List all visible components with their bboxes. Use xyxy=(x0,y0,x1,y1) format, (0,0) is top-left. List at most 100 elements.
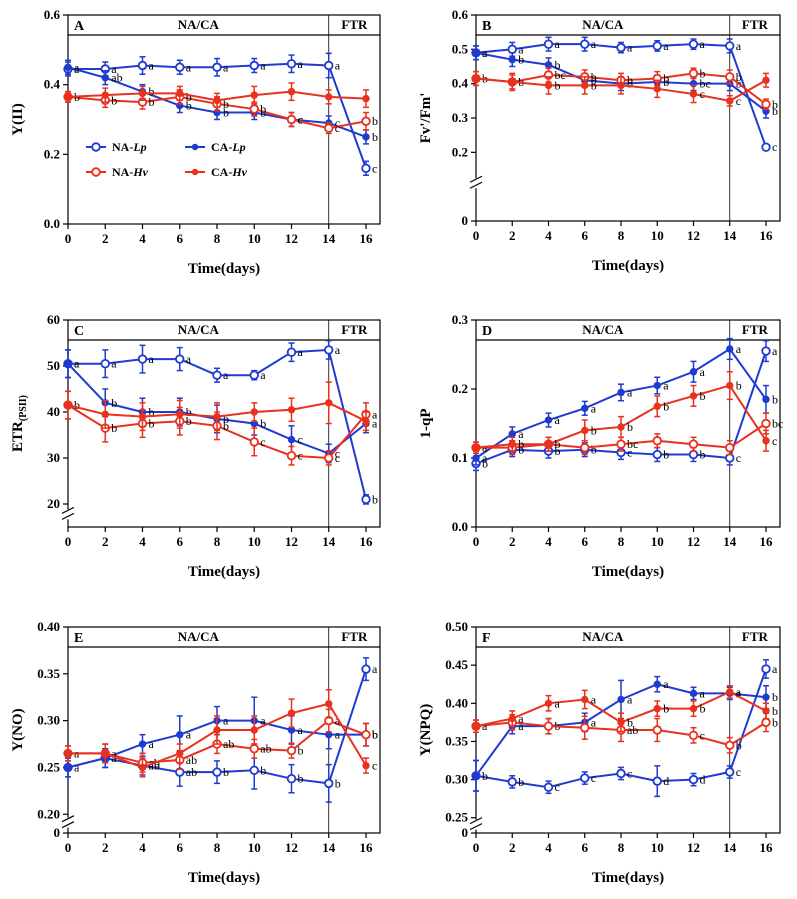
significance-label: c xyxy=(627,766,632,780)
data-point xyxy=(213,96,221,105)
data-point xyxy=(249,104,259,114)
y-tick-label: 30 xyxy=(47,450,60,465)
data-point xyxy=(616,768,626,779)
y-tick-label: 50 xyxy=(47,358,60,373)
significance-label: b xyxy=(518,775,524,789)
y-tick-label: 0.35 xyxy=(37,666,60,681)
series-CA-Hv xyxy=(64,82,370,109)
y-tick-label: 20 xyxy=(47,496,60,511)
significance-label: b xyxy=(260,102,266,116)
data-point xyxy=(507,777,517,787)
significance-label: a xyxy=(700,365,706,379)
significance-label: a xyxy=(736,685,742,699)
significance-label: b xyxy=(186,414,192,428)
significance-label: b xyxy=(335,776,341,790)
axis-break-gap xyxy=(470,178,482,189)
data-point xyxy=(287,709,296,717)
data-point xyxy=(543,782,554,792)
y-tick-label: 0.2 xyxy=(452,144,468,159)
significance-label: b xyxy=(700,702,706,716)
header-ftr: FTR xyxy=(341,629,368,644)
legend-marker xyxy=(91,167,101,177)
data-point xyxy=(138,763,147,772)
data-point xyxy=(249,765,259,775)
data-point xyxy=(761,142,771,152)
y-axis-title-subscript: (PSII) xyxy=(18,395,29,421)
legend-species: Hv xyxy=(231,165,247,179)
plot-frame xyxy=(67,14,381,225)
x-tick-label: 12 xyxy=(687,228,700,243)
plot-frame xyxy=(475,319,781,528)
data-point xyxy=(325,700,333,708)
data-point xyxy=(286,745,297,756)
data-point xyxy=(250,91,258,99)
y-tick-label: 0.5 xyxy=(452,41,469,56)
significance-label: b xyxy=(736,738,742,752)
data-point xyxy=(249,437,259,447)
x-tick-label: 14 xyxy=(322,534,336,549)
significance-label: a xyxy=(555,413,561,427)
data-point xyxy=(175,354,185,364)
x-tick-label: 0 xyxy=(65,534,72,549)
x-tick-label: 6 xyxy=(582,534,589,549)
panel-A: A NA/CA FTR 0 2 4 6 8 10 12 14 16 Time(days) 0.0 0.2 0.… xyxy=(10,7,381,277)
significance-label: a xyxy=(186,352,192,366)
x-tick-label: 6 xyxy=(582,840,589,855)
significance-label: b xyxy=(518,443,524,457)
data-point xyxy=(176,89,184,98)
x-tick-label: 10 xyxy=(248,231,261,246)
x-tick-label: 14 xyxy=(723,534,737,549)
significance-label: a xyxy=(186,728,192,742)
data-point xyxy=(324,453,334,463)
header-treatment: NA/CA xyxy=(582,17,624,32)
header-ftr: FTR xyxy=(742,629,769,644)
y-tick-label: 0.4 xyxy=(44,77,61,92)
y-tick-label: 0 xyxy=(462,213,469,228)
significance-label: a xyxy=(335,728,341,742)
header-ftr: FTR xyxy=(341,17,368,32)
data-point xyxy=(652,776,662,786)
data-point xyxy=(362,133,370,141)
panel-D: D NA/CA FTR 0 2 4 6 8 10 12 14 16 Time(days) 0.0 0.1 0.… xyxy=(418,312,783,580)
legend-prefix: NA- xyxy=(112,140,133,154)
data-point xyxy=(212,370,222,380)
significance-label: b xyxy=(482,769,488,783)
data-point xyxy=(361,664,371,674)
x-tick-label: 10 xyxy=(248,840,261,855)
data-point xyxy=(176,410,184,418)
significance-label: b xyxy=(591,70,597,84)
significance-label: a xyxy=(591,692,597,706)
significance-label: b xyxy=(372,114,378,128)
legend-species: Lp xyxy=(132,140,146,154)
data-point xyxy=(581,81,589,90)
y-tick-label: 0.3 xyxy=(452,312,469,327)
data-point xyxy=(544,416,553,424)
significance-label: a xyxy=(372,662,378,676)
significance-label: c xyxy=(298,449,303,463)
significance-label: a xyxy=(518,42,524,56)
significance-label: c xyxy=(372,759,377,773)
data-point xyxy=(176,730,184,739)
x-tick-label: 12 xyxy=(285,231,298,246)
significance-label: b xyxy=(591,73,597,87)
data-point xyxy=(472,443,480,452)
data-point xyxy=(653,704,661,713)
legend-label: NA-Lp xyxy=(112,140,147,154)
data-point xyxy=(286,59,297,69)
significance-label: a xyxy=(372,407,378,421)
significance-label: c xyxy=(591,771,596,785)
data-point xyxy=(472,49,480,57)
header-ftr: FTR xyxy=(341,322,368,337)
significance-label: a xyxy=(591,401,597,415)
x-tick-label: 16 xyxy=(360,840,374,855)
significance-label: a xyxy=(663,39,669,53)
data-point xyxy=(286,114,297,125)
series-CA-Hv: c xyxy=(64,688,377,778)
data-point xyxy=(688,439,699,449)
panel-letter: D xyxy=(482,324,492,339)
y-axis-title: Y(NPQ) xyxy=(418,704,434,757)
significance-label: b xyxy=(186,405,192,419)
data-point xyxy=(652,725,662,735)
data-point xyxy=(726,97,734,105)
